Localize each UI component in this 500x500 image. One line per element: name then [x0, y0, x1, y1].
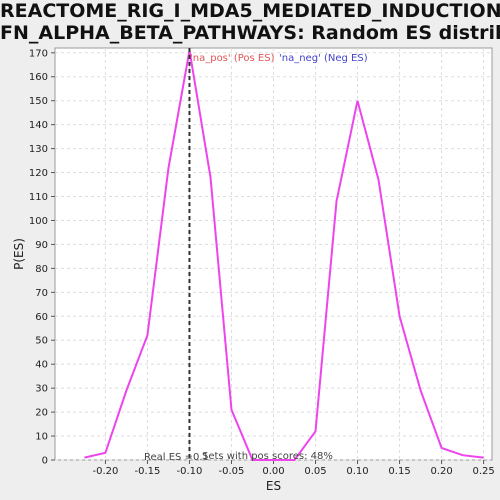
y-tick-label: 20	[35, 408, 48, 419]
y-tick-label: 170	[29, 48, 48, 59]
x-axis-ticks: -0.20 -0.15 -0.10 -0.05 0.00 0.05 0.10 0.15 0.20…	[92, 460, 495, 477]
x-tick-label: -0.20	[92, 466, 118, 477]
y-tick-label: 50	[35, 336, 48, 347]
x-tick-label: 0.25	[472, 466, 494, 477]
y-tick-label: 130	[29, 144, 48, 155]
real-es-annotation: Real ES =0.1	[144, 452, 209, 463]
y-axis-label: P(ES)	[12, 238, 26, 270]
y-tick-label: 30	[35, 384, 48, 395]
x-tick-label: 0.15	[388, 466, 410, 477]
y-tick-label: 60	[35, 312, 48, 323]
legend-entry-neg: 'na_neg' (Neg ES)	[279, 53, 368, 64]
chart-title-line-2: FN_ALPHA_BETA_PATHWAYS: Random ES distri…	[0, 22, 500, 44]
y-tick-label: 110	[29, 192, 48, 203]
chart-title-line-1: REACTOME_RIG_I_MDA5_MEDIATED_INDUCTION_O…	[0, 0, 500, 22]
x-axis-label: ES	[266, 479, 281, 493]
y-tick-label: 90	[35, 240, 48, 251]
y-tick-label: 80	[35, 264, 48, 275]
pos-scores-annotation: Sets with pos scores: 48%	[202, 451, 333, 462]
y-tick-label: 40	[35, 360, 48, 371]
x-tick-label: -0.05	[219, 466, 245, 477]
x-tick-label: 0.05	[304, 466, 326, 477]
y-tick-label: 10	[35, 432, 48, 443]
y-axis-ticks: 0 10 20 30 40 50 60 70 80 90 100 110 120 130 140 150 160…	[29, 48, 55, 467]
y-tick-label: 0	[42, 456, 48, 467]
y-tick-label: 70	[35, 288, 48, 299]
legend-entry-pos: 'na_pos' (Pos ES)	[190, 53, 275, 64]
grid-lines	[55, 48, 492, 461]
y-tick-label: 150	[29, 96, 48, 107]
x-tick-label: 0.20	[430, 466, 452, 477]
x-tick-label: 0.10	[346, 466, 368, 477]
y-tick-label: 140	[29, 120, 48, 131]
x-tick-label: 0.00	[262, 466, 284, 477]
x-tick-label: -0.15	[135, 466, 161, 477]
x-tick-label: -0.10	[177, 466, 203, 477]
y-tick-label: 100	[29, 216, 48, 227]
y-tick-label: 120	[29, 168, 48, 179]
es-distribution-line	[84, 50, 484, 461]
y-tick-label: 160	[29, 72, 48, 83]
